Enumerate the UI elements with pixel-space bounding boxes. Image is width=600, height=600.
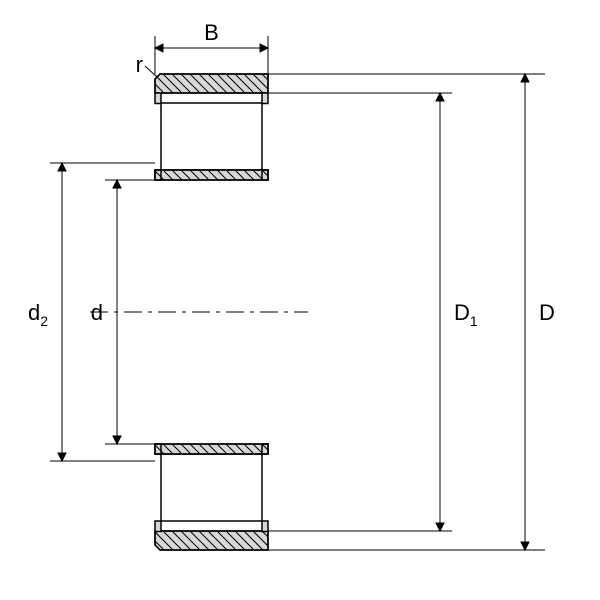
dim-label-r: r [136,52,143,77]
dim-label-D1: D1 [454,300,478,329]
dim-label-d2: d2 [28,300,48,329]
dim-label-B: B [204,20,219,45]
bearing-cross-section-diagram: Br D D1 d d2 [0,0,600,600]
dim-label-D: D [539,300,555,325]
dim-label-d: d [91,300,103,325]
